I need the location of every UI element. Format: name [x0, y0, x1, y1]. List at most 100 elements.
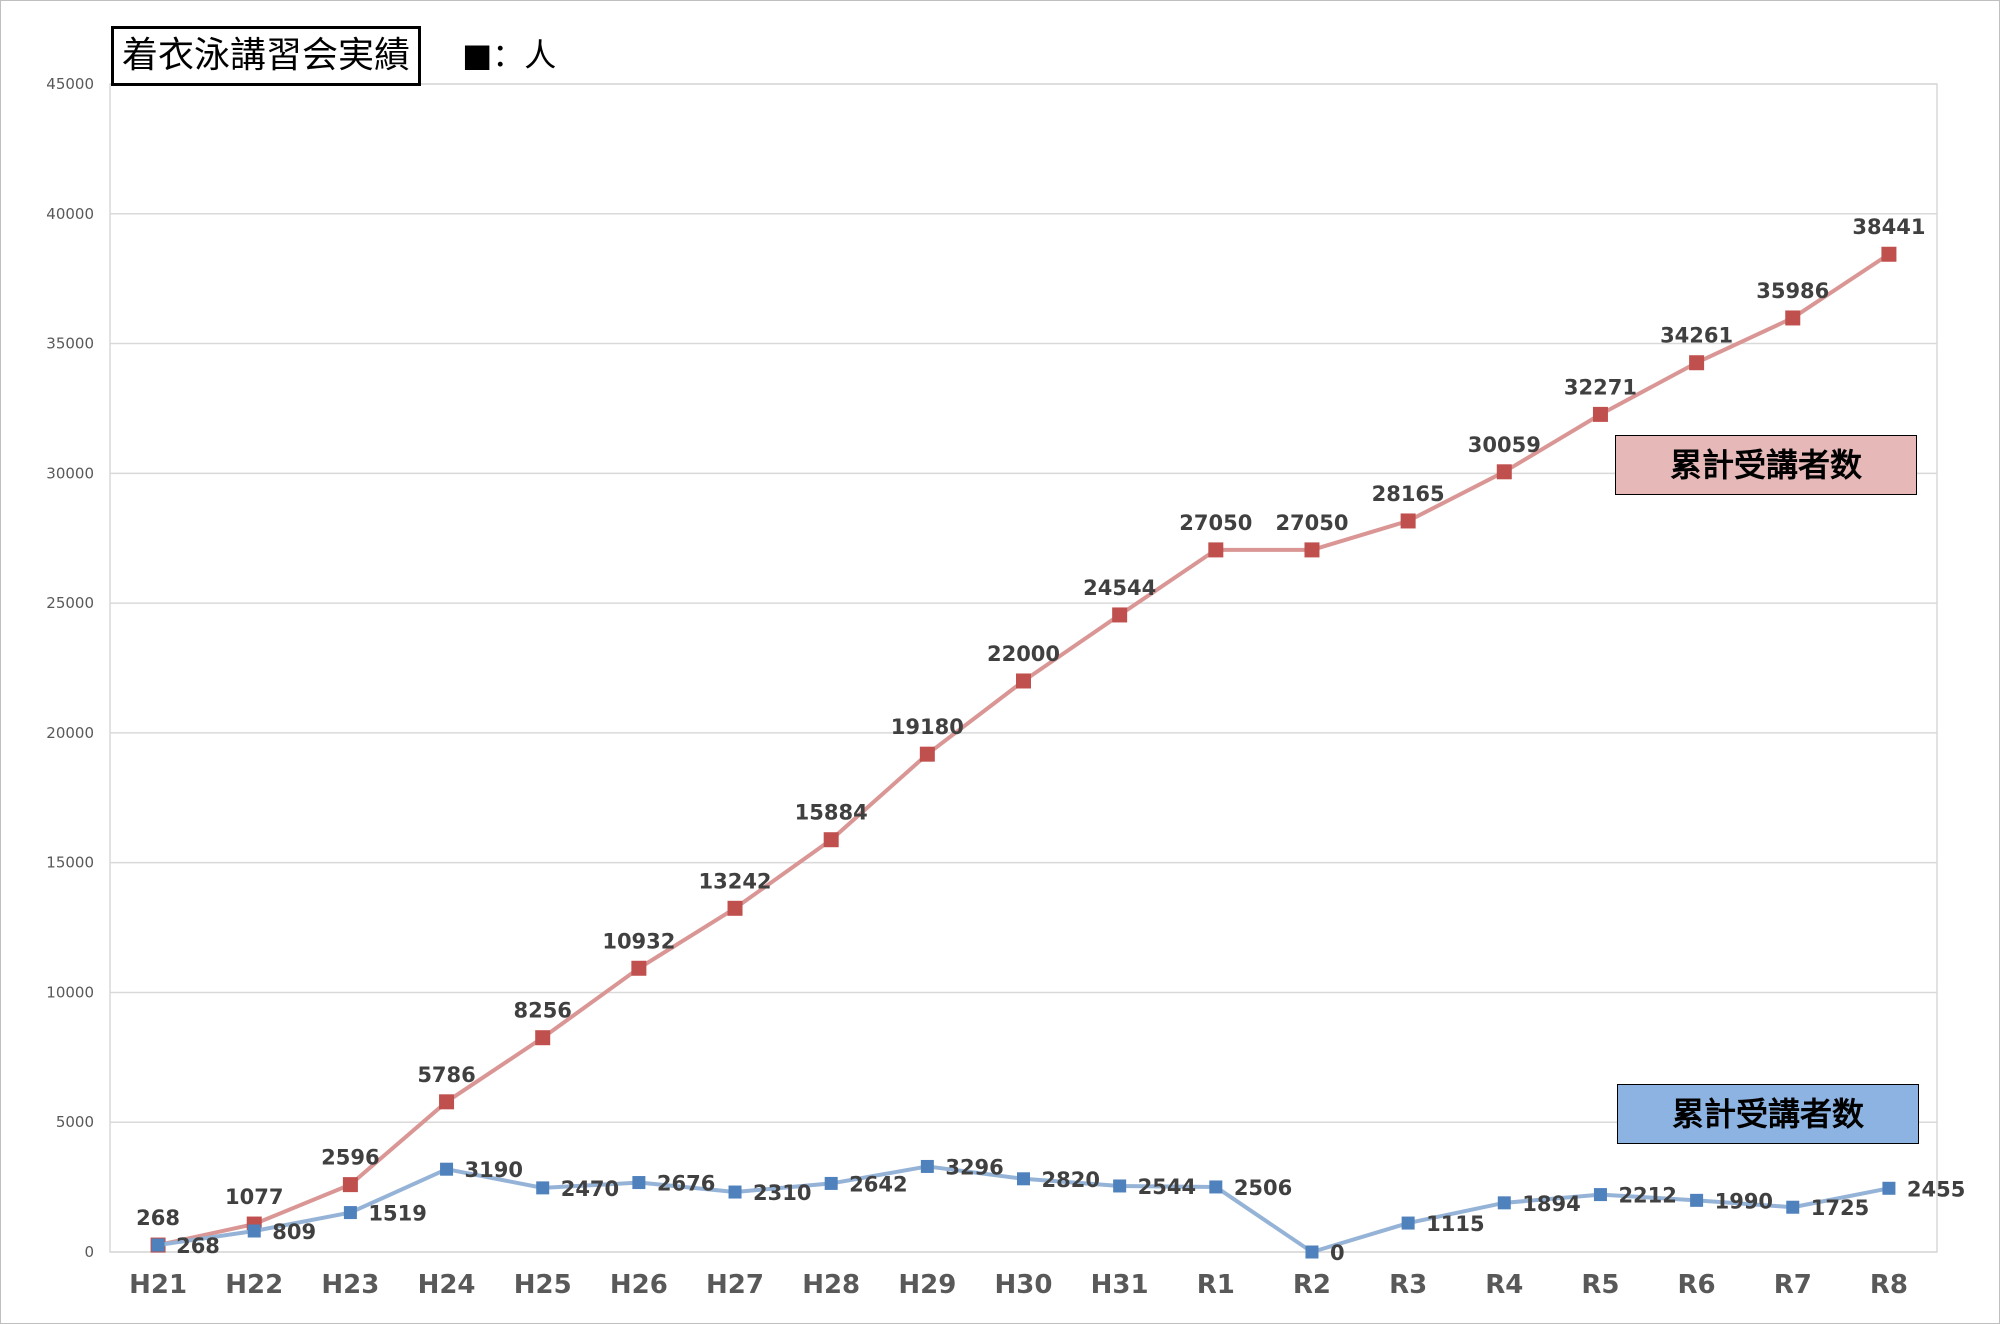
data-label: 38441	[1852, 215, 1925, 239]
data-point	[1497, 1196, 1511, 1210]
legend-annual: 累計受講者数	[1617, 1084, 1919, 1144]
data-point	[1690, 1193, 1704, 1207]
data-label: 1725	[1811, 1196, 1869, 1220]
data-point	[1881, 246, 1897, 262]
x-tick-label: H27	[706, 1270, 764, 1300]
y-tick-label: 35000	[46, 335, 94, 353]
x-tick-label: H26	[610, 1270, 668, 1300]
data-label: 809	[272, 1220, 316, 1244]
x-tick-label: H25	[514, 1270, 572, 1300]
data-point	[1017, 1172, 1030, 1186]
data-label: 268	[176, 1234, 220, 1258]
x-tick-label: R6	[1678, 1270, 1716, 1300]
y-tick-label: 20000	[46, 724, 94, 742]
y-tick-label: 30000	[46, 464, 94, 482]
x-tick-label: R5	[1581, 1270, 1619, 1300]
data-label: 2676	[657, 1172, 715, 1196]
data-label: 24544	[1083, 576, 1156, 600]
data-label: 3190	[465, 1158, 523, 1182]
data-label: 1115	[1426, 1212, 1484, 1236]
data-point	[631, 960, 647, 976]
data-point	[1496, 464, 1512, 480]
data-label: 0	[1330, 1241, 1345, 1265]
data-label: 30059	[1468, 433, 1541, 457]
data-point	[342, 1177, 358, 1193]
data-point	[151, 1238, 165, 1252]
y-tick-label: 45000	[46, 75, 94, 93]
data-label: 22000	[987, 642, 1060, 666]
data-point	[1786, 1200, 1800, 1214]
data-point	[1112, 607, 1128, 623]
data-label: 2596	[321, 1146, 379, 1170]
data-label: 2455	[1907, 1177, 1965, 1201]
data-point	[1592, 406, 1608, 422]
data-point	[1113, 1179, 1127, 1193]
y-tick-label: 0	[84, 1243, 94, 1261]
x-tick-label: H24	[418, 1270, 476, 1300]
data-label: 13242	[698, 869, 771, 893]
data-point	[1401, 1216, 1415, 1230]
data-point	[728, 1185, 742, 1199]
y-tick-label: 10000	[46, 983, 94, 1001]
data-label: 2506	[1234, 1176, 1292, 1200]
y-tick-label: 40000	[46, 205, 94, 223]
data-point	[1593, 1188, 1607, 1202]
data-label: 1077	[225, 1185, 283, 1209]
data-label: 34261	[1660, 324, 1733, 348]
data-point	[919, 746, 935, 762]
data-point	[535, 1030, 551, 1046]
data-label: 2820	[1042, 1168, 1100, 1192]
x-tick-label: H28	[802, 1270, 860, 1300]
data-label: 2642	[849, 1172, 907, 1196]
legend-cumulative: 累計受講者数	[1615, 435, 1917, 495]
data-point	[536, 1181, 550, 1195]
unit-label: ■：人	[462, 36, 557, 74]
data-point	[1209, 1180, 1223, 1194]
data-point	[343, 1206, 357, 1220]
data-label: 1990	[1715, 1189, 1773, 1213]
data-point	[1208, 542, 1224, 558]
data-point	[1785, 310, 1801, 326]
data-point	[439, 1094, 455, 1110]
x-tick-label: R2	[1293, 1270, 1331, 1300]
x-tick-label: R7	[1774, 1270, 1812, 1300]
data-label: 35986	[1756, 279, 1829, 303]
data-label: 1519	[368, 1202, 426, 1226]
data-point	[247, 1224, 261, 1238]
data-point	[1882, 1181, 1896, 1195]
data-point	[632, 1176, 646, 1190]
data-label: 1894	[1522, 1192, 1580, 1216]
data-point	[1400, 513, 1416, 529]
data-point	[1304, 542, 1320, 558]
data-label: 2310	[753, 1181, 811, 1205]
x-tick-label: H22	[225, 1270, 283, 1300]
data-label: 32271	[1564, 375, 1637, 399]
data-label: 27050	[1179, 511, 1252, 535]
y-tick-label: 5000	[56, 1113, 94, 1131]
x-tick-label: H23	[321, 1270, 379, 1300]
data-point	[824, 1176, 838, 1190]
data-label: 268	[136, 1206, 180, 1230]
data-point	[727, 900, 743, 916]
x-tick-label: R1	[1197, 1270, 1235, 1300]
data-point	[1016, 673, 1031, 689]
data-point	[1689, 355, 1705, 371]
x-tick-label: H21	[129, 1270, 187, 1300]
x-tick-label: R3	[1389, 1270, 1427, 1300]
y-tick-label: 25000	[46, 594, 94, 612]
data-label: 10932	[602, 929, 675, 953]
data-label: 15884	[795, 801, 868, 825]
x-tick-label: H30	[995, 1270, 1053, 1300]
data-point	[823, 832, 839, 848]
data-label: 27050	[1275, 511, 1348, 535]
data-label: 19180	[891, 715, 964, 739]
x-tick-label: H29	[898, 1270, 956, 1300]
x-tick-label: R8	[1870, 1270, 1908, 1300]
y-tick-label: 15000	[46, 854, 94, 872]
x-tick-label: R4	[1485, 1270, 1523, 1300]
data-label: 8256	[513, 999, 571, 1023]
data-label: 2212	[1618, 1184, 1676, 1208]
chart-title: 着衣泳講習会実績	[111, 26, 422, 86]
data-label: 5786	[417, 1063, 475, 1087]
